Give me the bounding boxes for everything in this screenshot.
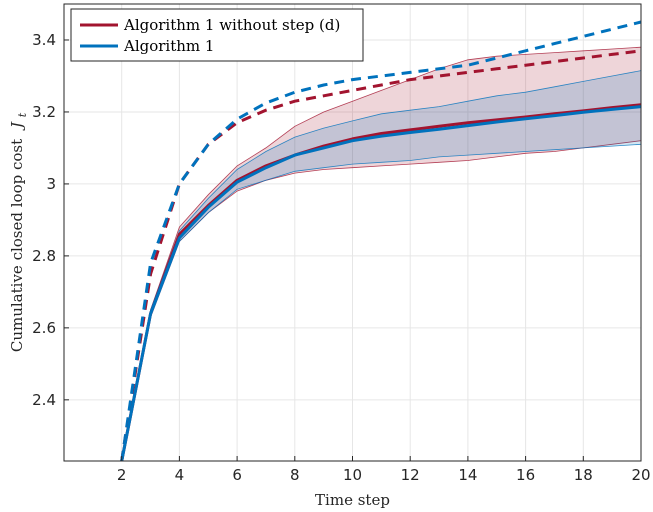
band-upper-algorithm-1-without-step-d	[121, 46, 642, 462]
x-tick-label: 2	[117, 466, 127, 484]
y-axis-label-text: Cumulative closed loop cost	[8, 139, 26, 352]
x-tick-label: 8	[290, 466, 300, 484]
band-upper-algorithm-1	[121, 70, 642, 462]
x-tick-label: 14	[458, 466, 477, 484]
y-axis-ticks: 2.4 2.6 2.8 3 3.2 3.4	[32, 31, 69, 409]
y-tick-label: 3	[46, 175, 56, 193]
legend: Algorithm 1 without step (d) Algorithm 1	[70, 8, 364, 62]
band-lower-algorithm-1	[121, 143, 642, 462]
legend-box	[70, 8, 364, 62]
y-axis-label: Cumulative closed loop cost J t	[8, 112, 29, 352]
y-tick-label: 3.4	[32, 31, 56, 49]
y-tick-label: 2.8	[32, 247, 56, 265]
x-tick-label: 20	[631, 466, 650, 484]
mean-line-algorithm-1	[120, 105, 642, 462]
series-lines	[120, 20, 642, 462]
band-algorithm-1-without-step-d	[121, 47, 641, 461]
x-axis-ticks: 2 4 6 8 10 12 14 16 18 20	[117, 456, 651, 484]
x-tick-label: 18	[574, 466, 593, 484]
band-algorithm-1	[121, 70, 641, 461]
x-tick-label: 10	[343, 466, 362, 484]
x-tick-label: 4	[175, 466, 185, 484]
y-axis-label-symbol: J	[8, 121, 26, 131]
legend-label-algorithm-1-without-step-d: Algorithm 1 without step (d)	[123, 16, 340, 34]
confidence-bands	[121, 46, 642, 462]
y-tick-label: 3.2	[32, 103, 56, 121]
svg-text:Cumulative closed loop cost: Cumulative closed loop cost J t	[8, 112, 29, 352]
x-tick-label: 6	[232, 466, 242, 484]
legend-label-algorithm-1: Algorithm 1	[123, 37, 214, 55]
y-tick-label: 2.4	[32, 391, 56, 409]
y-tick-label: 2.6	[32, 319, 56, 337]
x-axis-label: Time step	[315, 491, 390, 509]
x-tick-label: 16	[516, 466, 535, 484]
y-axis-label-subscript: t	[16, 112, 29, 117]
dashed-line-algorithm-1-without-step-d	[120, 49, 642, 462]
dashed-line-algorithm-1	[120, 20, 642, 462]
x-tick-label: 12	[401, 466, 420, 484]
